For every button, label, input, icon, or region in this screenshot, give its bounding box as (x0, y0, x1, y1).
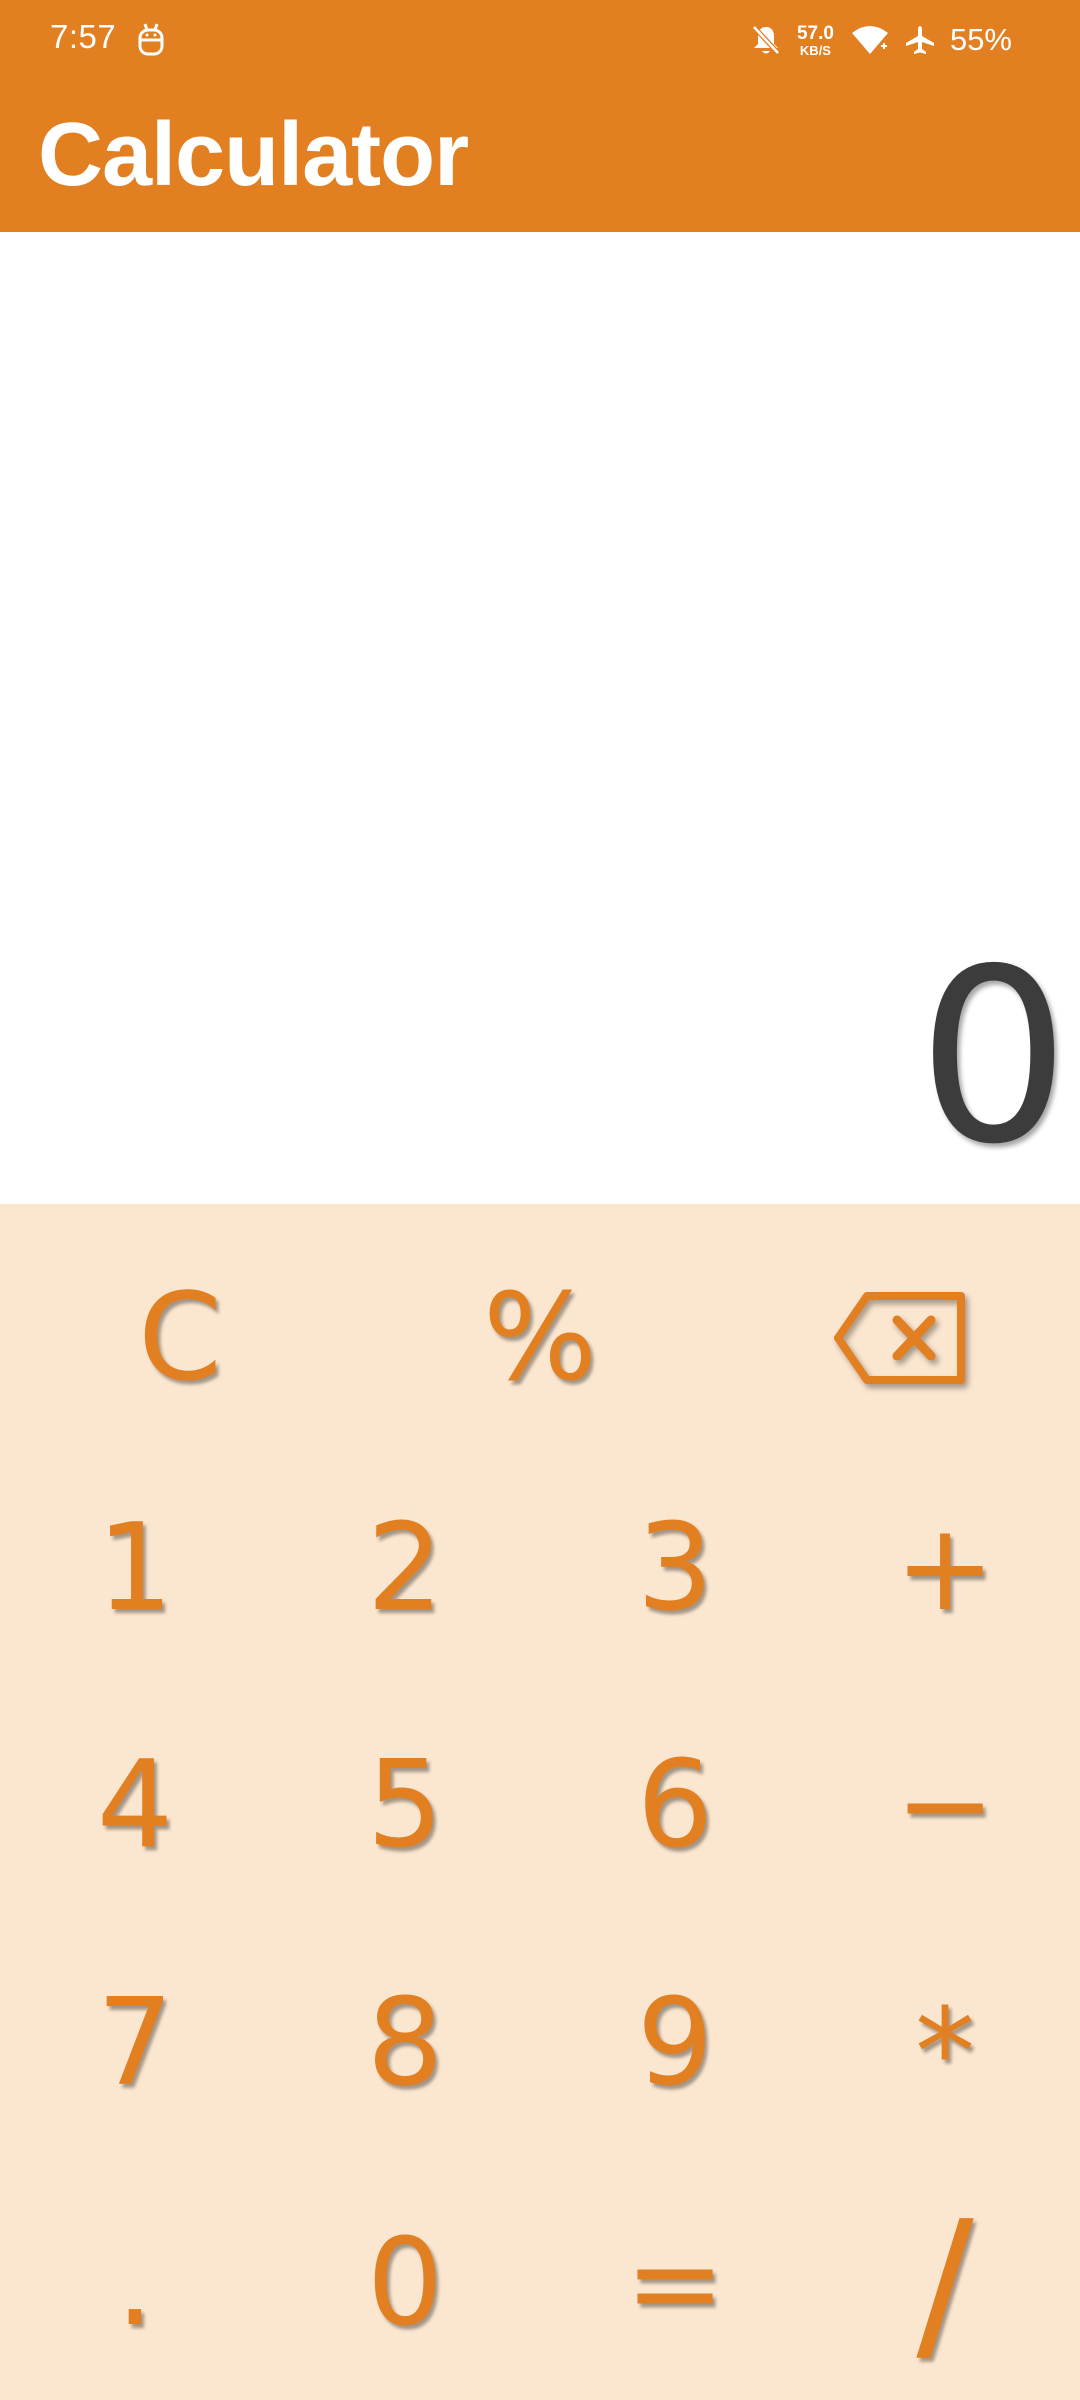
digit-5-button[interactable]: 5 (366, 1736, 444, 1875)
keypad: C % 1 2 3 + 4 5 6 − 7 8 9 * . 0 = / (0, 1204, 1080, 2400)
equals-button[interactable]: = (624, 2214, 726, 2353)
digit-9-button[interactable]: 9 (636, 1974, 714, 2113)
digit-0-button[interactable]: 0 (366, 2214, 444, 2353)
multiply-button[interactable]: * (915, 1984, 975, 2123)
bell-off-icon (751, 24, 781, 56)
clear-button[interactable]: C (138, 1269, 222, 1408)
calculator-display: 0 (0, 232, 1080, 1204)
digit-4-button[interactable]: 4 (96, 1736, 174, 1875)
backspace-icon (833, 1290, 967, 1389)
network-speed-value: 57.0 (796, 22, 834, 44)
display-value: 0 (917, 917, 1070, 1197)
plus-button[interactable]: + (894, 1499, 996, 1638)
decimal-button[interactable]: . (115, 2214, 155, 2353)
status-bar: 7:57 57.0 KB/S (0, 0, 1080, 80)
digit-1-button[interactable]: 1 (96, 1499, 174, 1638)
network-speed-unit: KB/S (799, 42, 831, 58)
digit-7-button[interactable]: 7 (96, 1974, 174, 2113)
backspace-button[interactable] (800, 1259, 1000, 1419)
airplane-icon (904, 24, 936, 56)
status-icons: 57.0 KB/S 55% (751, 14, 1012, 66)
percent-button[interactable]: % (482, 1269, 598, 1408)
divide-button[interactable]: / (916, 2185, 974, 2383)
page-title: Calculator (38, 105, 469, 205)
status-time: 7:57 (50, 18, 117, 55)
digit-6-button[interactable]: 6 (636, 1736, 714, 1875)
battery-percent: 55% (949, 22, 1012, 57)
digit-3-button[interactable]: 3 (636, 1499, 714, 1638)
app-bar: 7:57 57.0 KB/S (0, 0, 1080, 232)
wifi-icon (850, 24, 890, 56)
network-speed: 57.0 KB/S (797, 24, 834, 57)
android-debug-icon (136, 22, 166, 56)
digit-8-button[interactable]: 8 (366, 1974, 444, 2113)
digit-2-button[interactable]: 2 (366, 1499, 444, 1638)
minus-button[interactable]: − (894, 1736, 996, 1875)
